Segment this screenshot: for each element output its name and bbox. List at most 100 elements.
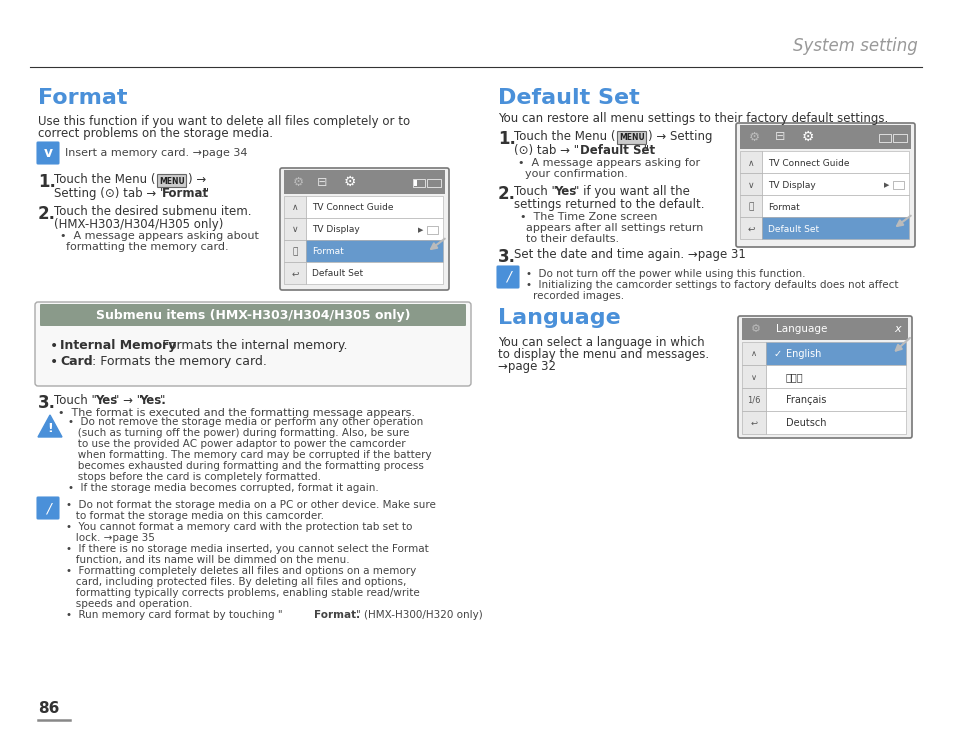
Text: Format: Format <box>312 247 343 256</box>
Bar <box>761 151 908 173</box>
Bar <box>740 125 910 149</box>
Text: •  Do not format the storage media on a PC or other device. Make sure: • Do not format the storage media on a P… <box>66 500 436 510</box>
Text: Format: Format <box>767 202 799 212</box>
Text: Yes.: Yes. <box>139 394 166 407</box>
Text: Default Set: Default Set <box>767 225 819 234</box>
Text: 3.: 3. <box>497 248 516 266</box>
Text: 1.: 1. <box>38 173 56 191</box>
FancyBboxPatch shape <box>280 168 449 290</box>
Text: Format: Format <box>38 88 128 108</box>
Text: Format: Format <box>162 187 209 200</box>
Text: 뒤: 뒤 <box>292 247 297 256</box>
Text: 86: 86 <box>38 701 59 716</box>
Text: settings returned to the default.: settings returned to the default. <box>514 198 703 211</box>
Text: •  The format is executed and the formatting message appears.: • The format is executed and the formatt… <box>58 408 415 418</box>
Text: Setting (⊙) tab → ": Setting (⊙) tab → " <box>54 187 165 200</box>
Text: to use the provided AC power adaptor to power the camcorder: to use the provided AC power adaptor to … <box>68 439 405 449</box>
Text: Touch ": Touch " <box>54 394 97 407</box>
Text: 2.: 2. <box>38 205 56 223</box>
Text: Français: Français <box>785 395 825 405</box>
Bar <box>741 342 765 365</box>
Text: ▶: ▶ <box>417 227 423 233</box>
Text: English: English <box>785 349 821 359</box>
Text: Internal Memory: Internal Memory <box>60 339 176 352</box>
Text: Language: Language <box>775 324 826 334</box>
Bar <box>892 181 903 189</box>
Text: TV Connect Guide: TV Connect Guide <box>767 158 848 167</box>
Text: TV Connect Guide: TV Connect Guide <box>312 204 393 212</box>
Bar <box>741 318 907 340</box>
Text: Use this function if you want to delete all files completely or to: Use this function if you want to delete … <box>38 115 410 128</box>
Bar <box>741 388 765 411</box>
Polygon shape <box>38 415 62 437</box>
Text: MENU: MENU <box>159 177 185 185</box>
Text: : Formats the internal memory.: : Formats the internal memory. <box>153 339 347 352</box>
Text: ∨: ∨ <box>747 180 754 190</box>
Text: " (HMX-H300/H320 only): " (HMX-H300/H320 only) <box>355 610 482 620</box>
FancyBboxPatch shape <box>497 266 518 288</box>
Text: System setting: System setting <box>792 37 917 55</box>
Text: 1/6: 1/6 <box>746 396 760 404</box>
Text: /: / <box>46 501 51 515</box>
Text: →page 32: →page 32 <box>497 360 556 373</box>
Text: 1.: 1. <box>497 130 516 148</box>
FancyBboxPatch shape <box>37 142 58 164</box>
Bar <box>427 226 437 234</box>
Bar <box>306 218 442 240</box>
Text: Format.: Format. <box>314 610 359 620</box>
Text: ⚙: ⚙ <box>801 130 814 144</box>
FancyBboxPatch shape <box>35 302 471 386</box>
Text: x: x <box>894 324 901 334</box>
Text: function, and its name will be dimmed on the menu.: function, and its name will be dimmed on… <box>66 555 349 565</box>
Text: •: • <box>50 339 58 353</box>
Text: .": ." <box>201 187 210 200</box>
Bar <box>413 179 424 187</box>
Text: ↩: ↩ <box>291 269 298 279</box>
Text: •  Run memory card format by touching ": • Run memory card format by touching " <box>66 610 282 620</box>
Text: •: • <box>50 355 58 369</box>
Bar <box>892 134 906 142</box>
FancyBboxPatch shape <box>40 304 465 326</box>
Bar <box>740 151 761 173</box>
Text: 뒤: 뒤 <box>747 202 753 212</box>
Bar <box>284 196 306 218</box>
Bar <box>765 342 905 365</box>
Text: ⚙: ⚙ <box>292 175 303 188</box>
Bar <box>878 134 890 142</box>
Text: You can select a language in which: You can select a language in which <box>497 336 704 349</box>
Text: " → ": " → " <box>113 394 142 407</box>
Text: (such as turning off the power) during formatting. Also, be sure: (such as turning off the power) during f… <box>68 428 409 438</box>
Text: ✓: ✓ <box>773 349 781 359</box>
Bar <box>741 365 765 388</box>
Text: v: v <box>44 146 52 160</box>
Bar <box>761 217 908 239</box>
Bar <box>414 180 416 186</box>
Text: Set the date and time again. →page 31: Set the date and time again. →page 31 <box>514 248 745 261</box>
Text: .": ." <box>640 144 649 157</box>
Text: lock. →page 35: lock. →page 35 <box>66 533 154 543</box>
Text: ) →: ) → <box>188 173 206 186</box>
Text: Touch the desired submenu item.: Touch the desired submenu item. <box>54 205 252 218</box>
Text: ↩: ↩ <box>750 418 757 428</box>
Text: TV Display: TV Display <box>312 226 359 234</box>
Text: •  Do not turn off the power while using this function.: • Do not turn off the power while using … <box>525 269 804 279</box>
Text: •  Formatting completely deletes all files and options on a memory: • Formatting completely deletes all file… <box>66 566 416 576</box>
Bar <box>765 411 905 434</box>
Text: Default Set: Default Set <box>497 88 639 108</box>
Text: You can restore all menu settings to their factory default settings.: You can restore all menu settings to the… <box>497 112 887 125</box>
Text: ⚙: ⚙ <box>750 324 760 334</box>
Bar <box>741 411 765 434</box>
Text: •  A message appears asking for: • A message appears asking for <box>517 158 700 168</box>
Text: formatting the memory card.: formatting the memory card. <box>66 242 229 252</box>
Text: stops before the card is completely formatted.: stops before the card is completely form… <box>68 472 320 482</box>
Text: !: ! <box>47 423 52 436</box>
Bar <box>284 170 444 194</box>
Text: •  If the storage media becomes corrupted, format it again.: • If the storage media becomes corrupted… <box>68 483 378 493</box>
Text: becomes exhausted during formatting and the formatting process: becomes exhausted during formatting and … <box>68 461 423 471</box>
FancyBboxPatch shape <box>37 498 58 518</box>
Bar <box>306 196 442 218</box>
FancyBboxPatch shape <box>157 174 186 188</box>
Text: 3.: 3. <box>38 394 56 412</box>
Text: •  The Time Zone screen: • The Time Zone screen <box>519 212 657 222</box>
Text: ) → Setting: ) → Setting <box>647 130 712 143</box>
